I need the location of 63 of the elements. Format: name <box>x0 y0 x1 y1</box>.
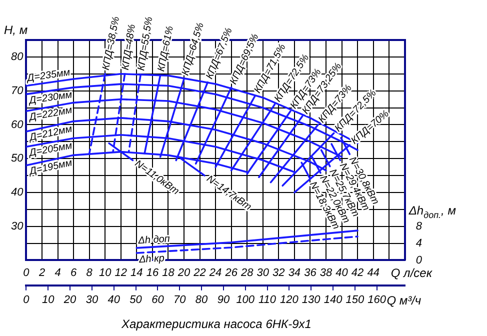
x-tick-label: 32 <box>272 266 285 279</box>
y-tick-label: 30 <box>10 220 24 232</box>
x-tick-label: 2 <box>38 266 46 279</box>
x-tick-label: 6 <box>70 266 78 279</box>
text: КПД=55,5% <box>136 16 156 72</box>
x2-tick-label: 160 <box>368 294 387 306</box>
y-tick-label: 50 <box>10 152 24 165</box>
y-tick-label: 70 <box>10 84 24 97</box>
x2-tick-label: 80 <box>195 294 209 306</box>
x2-tick-label: 40 <box>108 294 121 306</box>
x2-tick-label: 150 <box>346 294 365 306</box>
x-tick-label: 14 <box>130 266 143 279</box>
x2-tick-label: 110 <box>258 294 277 306</box>
x2-tick-label: 130 <box>302 294 322 306</box>
x-tick-label: 24 <box>208 266 222 279</box>
x-tick-label: 10 <box>98 266 112 279</box>
x-tick-label: 42 <box>351 266 364 279</box>
x2-tick-label: 90 <box>217 294 230 306</box>
x2-tick-label: 60 <box>152 294 165 306</box>
x2-tick-label: 70 <box>173 294 187 306</box>
x-tick-label: 44 <box>367 266 380 279</box>
x-tick-label: 22 <box>192 266 206 279</box>
series-label: Δh кр <box>138 253 166 266</box>
y2-tick-label: 8 <box>416 220 423 232</box>
x2-tick-label: 0 <box>23 294 30 306</box>
x2-tick-label: 140 <box>324 294 344 306</box>
y2-tick-label: 4 <box>416 237 422 250</box>
series-label: Δh доп <box>136 234 171 247</box>
x-tick-label: 34 <box>288 266 301 279</box>
text: Д=195мм <box>28 158 74 178</box>
x2-tick-label: 20 <box>62 294 78 306</box>
y2-tick-label: 0 <box>416 254 423 266</box>
text: КПД=38,5% <box>100 16 122 72</box>
x2-tick-label: 10 <box>42 294 56 306</box>
text: Характеристика насоса 6НК-9х1 <box>120 317 312 332</box>
y-tick-label: 80 <box>10 51 24 63</box>
x-tick-label: 12 <box>114 266 128 279</box>
text: КПД=61% <box>156 25 176 72</box>
x-tick-label: 20 <box>176 266 191 279</box>
y-tick-label: 40 <box>10 186 24 199</box>
x-tick-label: 4 <box>54 266 61 279</box>
x2-axis-title: Q м³/ч <box>386 293 422 308</box>
x-tick-label: 36 <box>304 266 318 279</box>
x2-tick-label: 30 <box>86 294 99 306</box>
x-tick-label: 26 <box>224 266 238 279</box>
text: КПД=48% <box>120 24 138 71</box>
x-axis-title: Q л/сек <box>390 266 434 280</box>
x-tick-label: 40 <box>336 266 349 279</box>
y-tick-label: 60 <box>10 118 24 131</box>
x-tick-label: 18 <box>162 266 176 279</box>
x-tick-label: 8 <box>86 266 94 279</box>
x-tick-label: 0 <box>23 266 30 279</box>
x2-tick-label: 50 <box>130 294 143 306</box>
text: Д=230мм <box>27 90 74 107</box>
text: Д=222мм <box>28 104 74 124</box>
text: Д=212мм <box>28 124 74 144</box>
x2-tick-label: 100 <box>236 294 256 306</box>
x-tick-label: 28 <box>240 266 254 279</box>
x-tick-label: 38 <box>320 266 333 279</box>
x-tick-label: 16 <box>146 266 160 279</box>
y-axis-title: H, м <box>4 23 28 37</box>
x-tick-label: 30 <box>256 266 270 279</box>
x2-tick-label: 120 <box>280 294 300 306</box>
